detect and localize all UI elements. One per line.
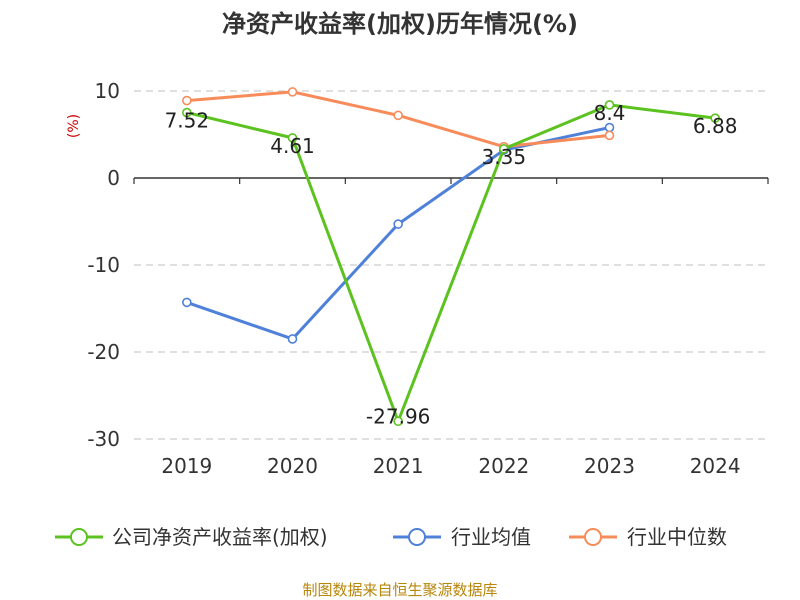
- data-point-roe: [499, 144, 509, 154]
- x-tick-label: 2020: [267, 454, 318, 478]
- data-label: 8.4: [594, 101, 626, 125]
- legend-item: 行业均值: [393, 525, 531, 549]
- data-labels: 7.52 4.61 -27.96 3.35 8.4 6.88: [165, 101, 738, 428]
- gridlines: [134, 90, 768, 440]
- data-point-industry_median: [287, 87, 298, 97]
- data-point-roe: [182, 107, 192, 118]
- x-tick-label: 2021: [373, 454, 424, 478]
- series-line-industry_avg: [186, 126, 610, 341]
- data-label: 7.52: [165, 109, 210, 133]
- axes: 10 0 -10 -20 -30 2019 2020 2021 2022 2023 2024: [87, 79, 769, 478]
- x-tick-label: 2022: [478, 454, 529, 478]
- series-roe: [182, 100, 720, 427]
- data-point-industry_median: [182, 95, 192, 106]
- legend-marker: [408, 528, 426, 546]
- y-tick-label: 0: [107, 166, 120, 190]
- data-label: 3.35: [482, 145, 527, 169]
- x-tick-label: 2019: [161, 454, 212, 478]
- legend-marker: [584, 528, 602, 546]
- data-point-industry_avg: [182, 297, 192, 308]
- data-label: 6.88: [693, 114, 738, 138]
- data-point-industry_avg: [287, 334, 298, 344]
- y-axis-unit-label: (%): [66, 114, 82, 138]
- data-point-roe: [604, 100, 615, 110]
- series-industry_avg: [182, 122, 615, 344]
- y-tick-label: 10: [95, 79, 120, 103]
- x-tick-label: 2024: [690, 454, 741, 478]
- series-industry_median: [182, 87, 615, 152]
- legend-item: 公司净资产收益率(加权): [55, 525, 328, 549]
- x-tick-label: 2023: [584, 454, 635, 478]
- y-tick-label: -20: [87, 340, 120, 364]
- data-point-industry_avg: [393, 219, 403, 229]
- y-tick-label: -10: [87, 253, 120, 277]
- source-note: 制图数据来自恒生聚源数据库: [302, 581, 497, 599]
- data-label: -27.96: [366, 404, 430, 428]
- data-label: 4.61: [270, 134, 315, 158]
- data-point-industry_median: [604, 130, 615, 141]
- y-tick-label: -30: [87, 427, 120, 451]
- legend: 公司净资产收益率(加权) 行业均值 行业中位数: [55, 525, 727, 549]
- chart-title: 净资产收益率(加权)历年情况(%): [222, 10, 578, 38]
- data-point-industry_median: [393, 110, 403, 121]
- series-line-roe: [186, 103, 716, 423]
- series-layer: [182, 87, 720, 427]
- data-point-roe: [710, 113, 720, 123]
- legend-item: 行业中位数: [569, 525, 727, 549]
- legend-marker: [70, 528, 88, 546]
- data-point-roe: [393, 416, 403, 427]
- legend-label: 行业中位数: [627, 525, 727, 549]
- legend-label: 行业均值: [451, 525, 531, 549]
- legend-label: 公司净资产收益率(加权): [112, 525, 328, 549]
- data-point-roe: [287, 133, 298, 143]
